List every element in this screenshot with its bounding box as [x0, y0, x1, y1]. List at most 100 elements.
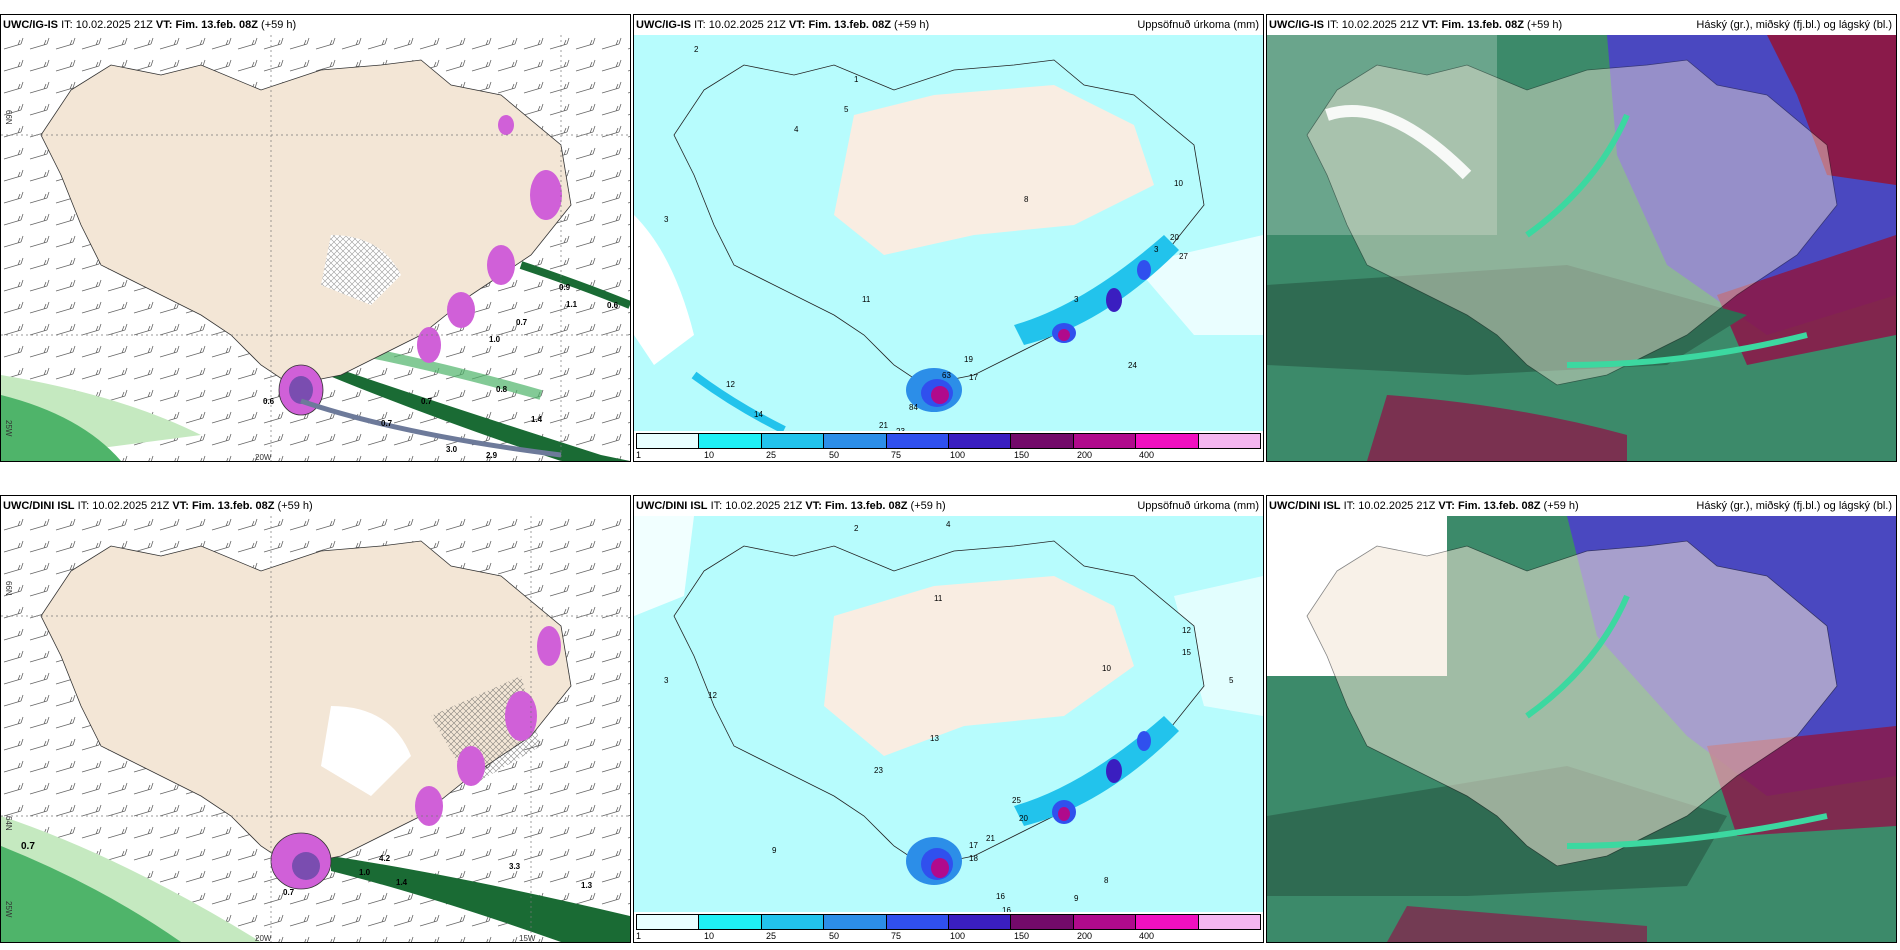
panel-header: UWC/DINI ISL IT: 10.02.2025 21Z VT: Fim.… — [1267, 496, 1896, 516]
legend-swatch — [761, 434, 825, 448]
legend-tick: 150 — [1014, 450, 1030, 460]
wind-map — [1, 35, 630, 461]
vt-value: Fim. 13.feb. 08Z — [808, 19, 891, 31]
vt-label: VT: — [155, 19, 173, 31]
precip-value: 17 — [969, 841, 978, 850]
legend-swatch — [699, 915, 762, 929]
panel-header: UWC/IG-IS IT: 10.02.2025 21Z VT: Fim. 13… — [1267, 15, 1896, 35]
wind-value: 1.0 — [359, 868, 371, 877]
cloud-map — [1267, 516, 1896, 942]
legend-tick: 10 — [704, 931, 715, 941]
cloud-map — [1267, 35, 1896, 461]
precip-title: Uppsöfnuð úrkoma (mm) — [1137, 500, 1259, 512]
precip-value: 3 — [1154, 245, 1159, 254]
precip-value: 16 — [1002, 906, 1011, 915]
precip-value: 24 — [1128, 361, 1137, 370]
it-label: IT: — [61, 19, 73, 31]
vt-label: VT: — [805, 500, 822, 512]
it-value: 10.02.2025 21Z — [1341, 19, 1419, 31]
lead-time: (+59 h) — [277, 500, 313, 512]
precip-value: 9 — [1074, 894, 1079, 903]
precip-value: 8 — [1104, 876, 1109, 885]
legend-colorbar — [636, 914, 1261, 930]
it-value: 10.02.2025 21Z — [725, 500, 803, 512]
legend-swatch — [637, 915, 700, 929]
legend-swatch — [1011, 434, 1074, 448]
legend-tick: 25 — [766, 450, 777, 460]
precip-value: 84 — [909, 403, 918, 412]
precip-value: 18 — [969, 854, 978, 863]
model-name: UWC/IG-IS — [636, 19, 691, 31]
wind-value: 2.9 — [486, 451, 498, 460]
precip-value: 11 — [934, 594, 943, 603]
precip-map — [634, 35, 1263, 461]
precip-value: 17 — [969, 373, 978, 382]
precip-value: 10 — [1102, 664, 1111, 673]
panel-wind-top: UWC/IG-IS IT: 10.02.2025 21Z VT: Fim. 13… — [0, 14, 631, 462]
legend-tick: 100 — [950, 450, 966, 460]
precip-value: 27 — [1179, 252, 1188, 261]
precip-value: 21 — [986, 834, 995, 843]
panel-header: UWC/IG-IS IT: 10.02.2025 21Z VT: Fim. 13… — [634, 15, 1263, 35]
vt-label: VT: — [1421, 19, 1439, 31]
panel-precip-bottom: UWC/DINI ISL IT: 10.02.2025 21Z VT: Fim.… — [633, 495, 1264, 943]
legend-swatch — [1073, 915, 1137, 929]
legend-tick: 400 — [1139, 931, 1155, 941]
it-label: IT: — [710, 500, 723, 512]
precip-title: Uppsöfnuð úrkoma (mm) — [1137, 19, 1259, 31]
legend-tick: 400 — [1139, 450, 1155, 460]
model-name: UWC/IG-IS — [3, 19, 58, 31]
precip-value: 2 — [694, 45, 699, 54]
legend-swatch — [1011, 915, 1074, 929]
legend-swatch — [1198, 434, 1261, 448]
lead-time: (+59 h) — [1527, 19, 1563, 31]
legend-swatch — [949, 434, 1012, 448]
precip-legend: 1 10 25 50 75 100 150 200 400 — [634, 431, 1263, 461]
precip-legend: 1 10 25 50 75 100 150 200 400 — [634, 912, 1263, 942]
wind-value: 0.6 — [607, 301, 619, 310]
lon-label-25w: 25W — [4, 420, 13, 437]
legend-tick: 10 — [704, 450, 715, 460]
precip-value: 13 — [930, 734, 939, 743]
it-label: IT: — [1343, 500, 1356, 512]
precip-value: 3 — [1074, 295, 1079, 304]
precip-value: 2 — [854, 524, 859, 533]
model-name: UWC/IG-IS — [1269, 19, 1324, 31]
precip-value: 12 — [726, 380, 735, 389]
it-value: 10.02.2025 21Z — [75, 19, 153, 31]
precip-map — [634, 516, 1263, 942]
wind-value: 4.2 — [379, 854, 391, 863]
lat-label-66n: 66N — [4, 581, 13, 596]
legend-tick: 1 — [636, 450, 642, 460]
legend-swatch — [699, 434, 762, 448]
vt-value: Fim. 13.feb. 08Z — [1441, 19, 1524, 31]
precip-value: 21 — [879, 421, 888, 430]
wind-value: 0.7 — [283, 888, 295, 897]
lon-label-20w: 20W — [255, 453, 272, 462]
precip-value: 9 — [772, 846, 777, 855]
precip-value: 63 — [942, 371, 951, 380]
panel-precip-top: UWC/IG-IS IT: 10.02.2025 21Z VT: Fim. 13… — [633, 14, 1264, 462]
legend-tick: 1 — [636, 931, 642, 941]
precip-value: 8 — [1024, 195, 1029, 204]
precip-value: 3 — [664, 676, 669, 685]
precip-value: 12 — [1182, 626, 1191, 635]
vt-value: Fim. 13.feb. 08Z — [824, 500, 908, 512]
panel-cloud-top: UWC/IG-IS IT: 10.02.2025 21Z VT: Fim. 13… — [1266, 14, 1897, 462]
legend-colorbar — [636, 433, 1261, 449]
vt-value: Fim. 13.feb. 08Z — [191, 500, 275, 512]
precip-value: 11 — [862, 295, 871, 304]
cloud-title: Háský (gr.), miðský (fj.bl.) og lágský (… — [1696, 19, 1892, 31]
wind-value: 0.9 — [559, 283, 571, 292]
wind-value: 0.8 — [496, 385, 508, 394]
it-value: 10.02.2025 21Z — [708, 19, 786, 31]
precip-value: 25 — [1012, 796, 1021, 805]
it-value: 10.02.2025 21Z — [92, 500, 170, 512]
legend-swatch — [637, 434, 700, 448]
legend-tick: 200 — [1077, 931, 1093, 941]
panel-header: UWC/DINI ISL IT: 10.02.2025 21Z VT: Fim.… — [1, 496, 630, 516]
it-label: IT: — [1327, 19, 1339, 31]
wind-value: 1.3 — [581, 881, 593, 890]
lead-time: (+59 h) — [1543, 500, 1579, 512]
precip-value: 23 — [874, 766, 883, 775]
